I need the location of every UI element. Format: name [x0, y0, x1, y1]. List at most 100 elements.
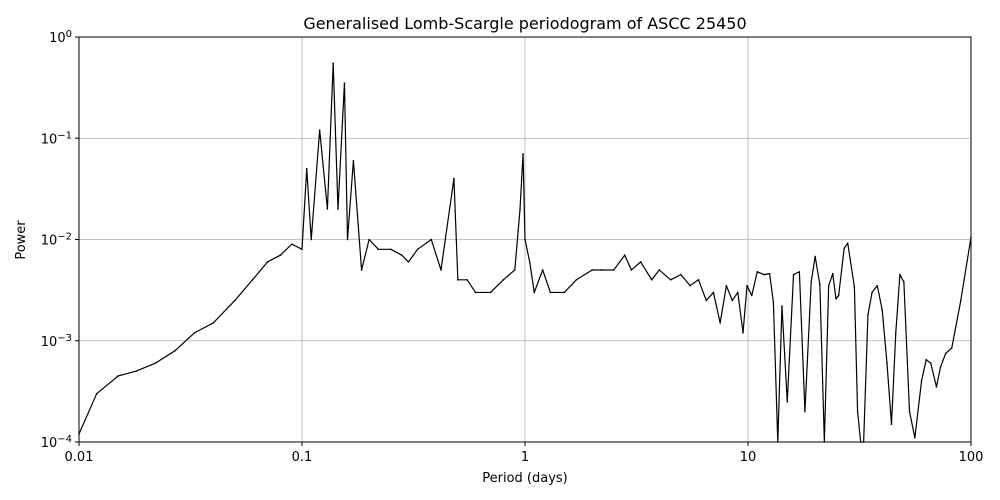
data-point-66 — [742, 331, 744, 334]
y-tick-label-4: 100 — [49, 29, 72, 47]
data-point-7 — [212, 322, 215, 324]
data-point-16 — [318, 129, 321, 132]
data-point-90 — [856, 410, 859, 413]
data-point-50 — [612, 269, 615, 271]
data-point-17 — [326, 208, 329, 210]
x-tick-label-3: 10 — [740, 450, 757, 465]
data-point-15 — [310, 238, 313, 241]
data-point-64 — [731, 299, 734, 302]
ticks-layer: 0.01 0.1 1 10 100 10−4 10−3 10−2 10−1 100 — [41, 29, 984, 466]
data-point-61 — [712, 291, 715, 294]
x-tick-label-1: 0.1 — [292, 450, 313, 465]
data-point-71 — [768, 272, 771, 275]
data-point-22 — [352, 159, 355, 162]
data-point-83 — [827, 284, 830, 287]
data-point-23 — [360, 269, 363, 271]
x-tick-label-4: 100 — [959, 450, 984, 465]
data-point-46 — [563, 291, 566, 294]
data-point-87 — [843, 247, 845, 250]
data-point-54 — [650, 278, 653, 281]
data-point-55 — [658, 269, 661, 271]
data-point-57 — [680, 273, 682, 276]
data-point-95 — [876, 284, 879, 287]
data-point-35 — [474, 291, 477, 294]
data-point-84 — [831, 272, 834, 275]
data-point-32 — [453, 177, 455, 180]
data-point-107 — [935, 386, 938, 388]
data-point-26 — [389, 248, 392, 251]
data-point-45 — [549, 291, 552, 294]
x-tick-label-2: 1 — [521, 450, 529, 465]
y-tick-label-2: 10−2 — [41, 231, 72, 249]
y-axis-label: Power — [14, 220, 29, 260]
data-point-85 — [835, 297, 837, 300]
data-point-81 — [819, 283, 821, 286]
data-point-36 — [489, 291, 492, 294]
data-point-11 — [279, 254, 282, 256]
data-point-65 — [737, 291, 739, 294]
data-point-29 — [416, 248, 419, 251]
y-tick-label-1: 10−3 — [41, 332, 72, 350]
data-point-80 — [814, 255, 816, 258]
data-point-94 — [871, 291, 873, 294]
data-point-49 — [600, 269, 603, 271]
data-point-108 — [939, 366, 942, 368]
data-point-40 — [522, 153, 524, 155]
data-point-101 — [903, 281, 905, 283]
data-point-33 — [457, 278, 459, 281]
data-point-79 — [810, 281, 812, 283]
data-point-63 — [725, 284, 728, 287]
data-point-43 — [533, 291, 536, 294]
data-point-24 — [368, 238, 370, 241]
data-point-19 — [337, 208, 339, 210]
data-point-56 — [669, 278, 672, 281]
data-point-38 — [514, 269, 516, 271]
data-point-39 — [519, 208, 521, 210]
data-point-41 — [524, 238, 526, 241]
data-point-110 — [950, 347, 953, 349]
data-point-48 — [591, 269, 593, 271]
data-point-109 — [944, 352, 947, 355]
y-tick-label-0: 10−4 — [41, 434, 72, 452]
data-point-2 — [117, 375, 120, 377]
data-point-78 — [804, 410, 806, 413]
x-tick-label-0: 0.01 — [65, 450, 94, 465]
data-point-1 — [95, 392, 98, 395]
data-point-106 — [929, 362, 932, 365]
data-point-62 — [719, 322, 721, 324]
data-point-42 — [528, 261, 531, 263]
x-axis-label: Period (days) — [482, 471, 568, 486]
data-point-30 — [430, 238, 433, 241]
data-point-60 — [705, 299, 708, 302]
data-point-12 — [291, 243, 293, 245]
data-point-9 — [251, 278, 254, 281]
data-point-89 — [853, 286, 856, 288]
data-point-37 — [502, 278, 505, 281]
data-point-3 — [135, 370, 137, 373]
data-point-44 — [541, 269, 544, 271]
data-point-102 — [908, 410, 911, 413]
data-point-59 — [697, 278, 700, 281]
data-point-4 — [154, 362, 157, 365]
data-point-51 — [623, 254, 626, 256]
data-point-14 — [305, 167, 308, 170]
data-point-28 — [407, 261, 410, 263]
data-point-18 — [332, 62, 334, 65]
data-point-103 — [914, 437, 916, 439]
data-point-13 — [301, 248, 303, 251]
data-point-76 — [792, 273, 795, 276]
data-point-86 — [837, 294, 840, 297]
data-point-20 — [343, 82, 346, 84]
data-point-100 — [899, 273, 901, 276]
chart-title: Generalised Lomb-Scargle periodogram of … — [303, 14, 746, 33]
data-point-75 — [786, 400, 789, 403]
data-point-58 — [689, 284, 691, 287]
data-point-34 — [466, 278, 468, 281]
data-point-10 — [266, 261, 269, 263]
data-point-104 — [920, 380, 923, 382]
data-point-105 — [925, 358, 928, 361]
data-point-98 — [890, 423, 893, 425]
data-point-74 — [781, 305, 783, 307]
